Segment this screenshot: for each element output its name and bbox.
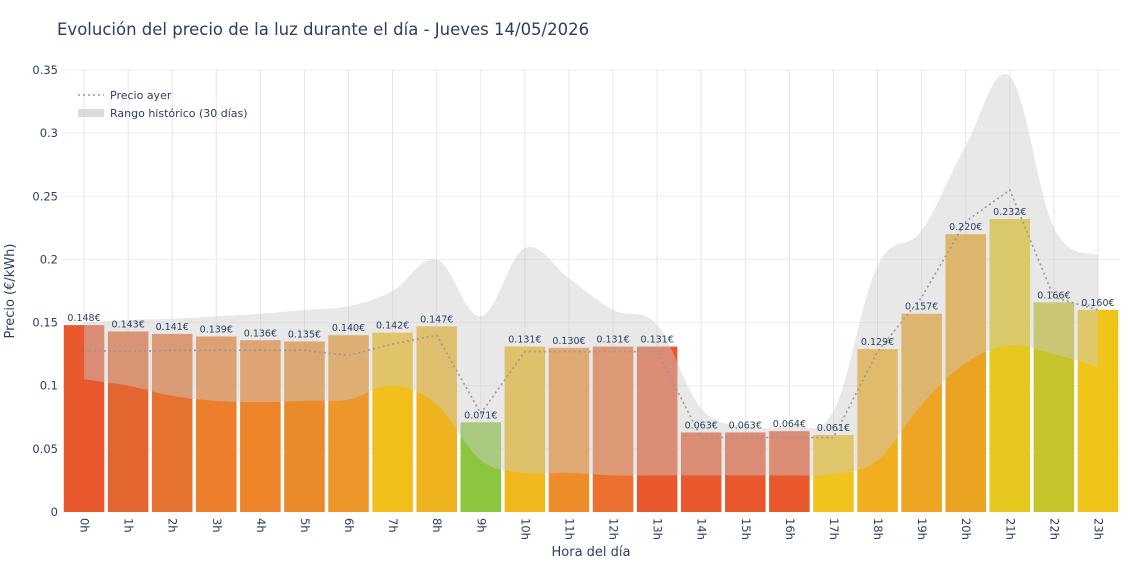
bar-20h bbox=[945, 234, 986, 512]
bar-17h bbox=[813, 434, 854, 512]
x-tick-label: 4h bbox=[254, 518, 268, 533]
bar-value-label: 0.141€ bbox=[156, 322, 189, 333]
bar-value-label: 0.232€ bbox=[993, 207, 1026, 218]
bar-value-label: 0.063€ bbox=[729, 420, 762, 431]
bar-1h bbox=[107, 331, 149, 512]
x-tick-label: 13h bbox=[651, 518, 665, 540]
legend-label: Precio ayer bbox=[110, 89, 172, 102]
bar-value-label: 0.160€ bbox=[1081, 298, 1114, 309]
x-tick-label: 5h bbox=[298, 518, 312, 533]
y-tick-label: 0.2 bbox=[40, 252, 58, 266]
y-tick-label: 0.15 bbox=[32, 316, 58, 330]
bar-8h bbox=[416, 326, 457, 512]
bar-value-label: 0.147€ bbox=[420, 314, 453, 325]
x-tick-label: 23h bbox=[1091, 518, 1105, 540]
bar-value-label: 0.166€ bbox=[1037, 290, 1070, 301]
x-tick-label: 8h bbox=[430, 518, 444, 533]
bar-9h bbox=[460, 422, 502, 512]
x-tick-label: 18h bbox=[871, 518, 885, 540]
x-tick-label: 17h bbox=[827, 518, 841, 540]
bar-value-label: 0.061€ bbox=[817, 423, 850, 434]
bar-3h bbox=[196, 336, 237, 512]
x-tick-label: 12h bbox=[607, 518, 621, 540]
y-tick-label: 0.1 bbox=[40, 379, 58, 393]
bar-22h bbox=[1033, 302, 1075, 512]
legend-band-icon bbox=[78, 109, 104, 117]
bar-value-label: 0.071€ bbox=[464, 410, 497, 421]
bar-11h bbox=[548, 347, 590, 512]
x-tick-label: 6h bbox=[342, 518, 356, 533]
x-axis-title: Hora del día bbox=[552, 545, 631, 560]
bars-group bbox=[63, 219, 1119, 512]
bar-21h bbox=[989, 219, 1031, 512]
bar-value-label: 0.143€ bbox=[112, 319, 145, 330]
x-tick-label: 3h bbox=[210, 518, 224, 533]
x-tick-label: 7h bbox=[386, 518, 400, 533]
bar-0h bbox=[63, 325, 105, 512]
bar-5h bbox=[284, 341, 325, 512]
x-tick-label: 14h bbox=[695, 518, 709, 540]
bar-12h bbox=[592, 346, 634, 512]
bar-6h bbox=[328, 335, 369, 512]
bar-15h bbox=[725, 432, 766, 512]
bar-10h bbox=[504, 346, 546, 512]
x-tick-label: 16h bbox=[783, 518, 797, 540]
bar-23h bbox=[1077, 309, 1119, 512]
y-tick-label: 0.05 bbox=[32, 442, 58, 456]
bar-4h bbox=[240, 340, 281, 512]
x-tick-label: 9h bbox=[474, 518, 488, 533]
bar-value-label: 0.063€ bbox=[685, 420, 718, 431]
x-tick-label: 20h bbox=[959, 518, 973, 540]
bar-value-label: 0.139€ bbox=[200, 324, 233, 335]
x-tick-label: 2h bbox=[166, 518, 180, 533]
x-axis: 0h 1h 2h 3h 4h 5h 6h 7h 8h 9h 10h 11h 12h 13h 14h 15h 16… bbox=[78, 518, 1106, 540]
y-axis-title: Precio (€/kWh) bbox=[3, 244, 18, 339]
y-tick-label: 0.35 bbox=[32, 63, 58, 77]
bar-13h bbox=[636, 346, 678, 512]
y-axis: 0 0.05 0.1 0.15 0.2 0.25 0.3 0.35 bbox=[32, 63, 58, 519]
bar-value-label: 0.157€ bbox=[905, 302, 938, 313]
bar-value-label: 0.220€ bbox=[949, 222, 982, 233]
bar-value-label: 0.131€ bbox=[641, 335, 674, 346]
legend: Precio ayer Rango histórico (30 días) bbox=[78, 89, 248, 120]
x-tick-label: 0h bbox=[78, 518, 92, 533]
historical-range-band bbox=[84, 73, 1098, 476]
bar-value-label: 0.140€ bbox=[332, 323, 365, 334]
x-tick-label: 10h bbox=[518, 518, 532, 540]
bar-labels: 0.148€ 0.143€ 0.141€ 0.139€ 0.136€ 0.135€ 0.14… bbox=[67, 207, 1114, 434]
x-tick-label: 19h bbox=[915, 518, 929, 540]
x-tick-label: 22h bbox=[1047, 518, 1061, 540]
bar-value-label: 0.130€ bbox=[552, 336, 585, 347]
x-tick-label: 1h bbox=[122, 518, 136, 533]
bar-value-label: 0.129€ bbox=[861, 337, 894, 348]
y-tick-label: 0 bbox=[51, 505, 58, 519]
y-tick-label: 0.3 bbox=[40, 126, 58, 140]
bar-value-label: 0.131€ bbox=[596, 335, 629, 346]
bar-16h bbox=[769, 431, 810, 512]
bar-7h bbox=[372, 332, 413, 512]
chart-title: Evolución del precio de la luz durante e… bbox=[57, 20, 590, 39]
bar-14h bbox=[680, 432, 722, 512]
bar-value-label: 0.131€ bbox=[508, 335, 541, 346]
bar-value-label: 0.148€ bbox=[67, 313, 100, 324]
bar-value-label: 0.142€ bbox=[376, 321, 409, 332]
y-tick-label: 0.25 bbox=[32, 189, 58, 203]
bar-value-label: 0.135€ bbox=[288, 330, 321, 341]
bar-value-label: 0.064€ bbox=[773, 419, 806, 430]
x-tick-label: 21h bbox=[1003, 518, 1017, 540]
bar-19h bbox=[901, 313, 942, 512]
legend-label: Rango histórico (30 días) bbox=[110, 107, 248, 120]
bar-2h bbox=[151, 333, 193, 512]
x-tick-label: 15h bbox=[739, 518, 753, 540]
bar-value-label: 0.136€ bbox=[244, 328, 277, 339]
x-tick-label: 11h bbox=[562, 518, 576, 540]
